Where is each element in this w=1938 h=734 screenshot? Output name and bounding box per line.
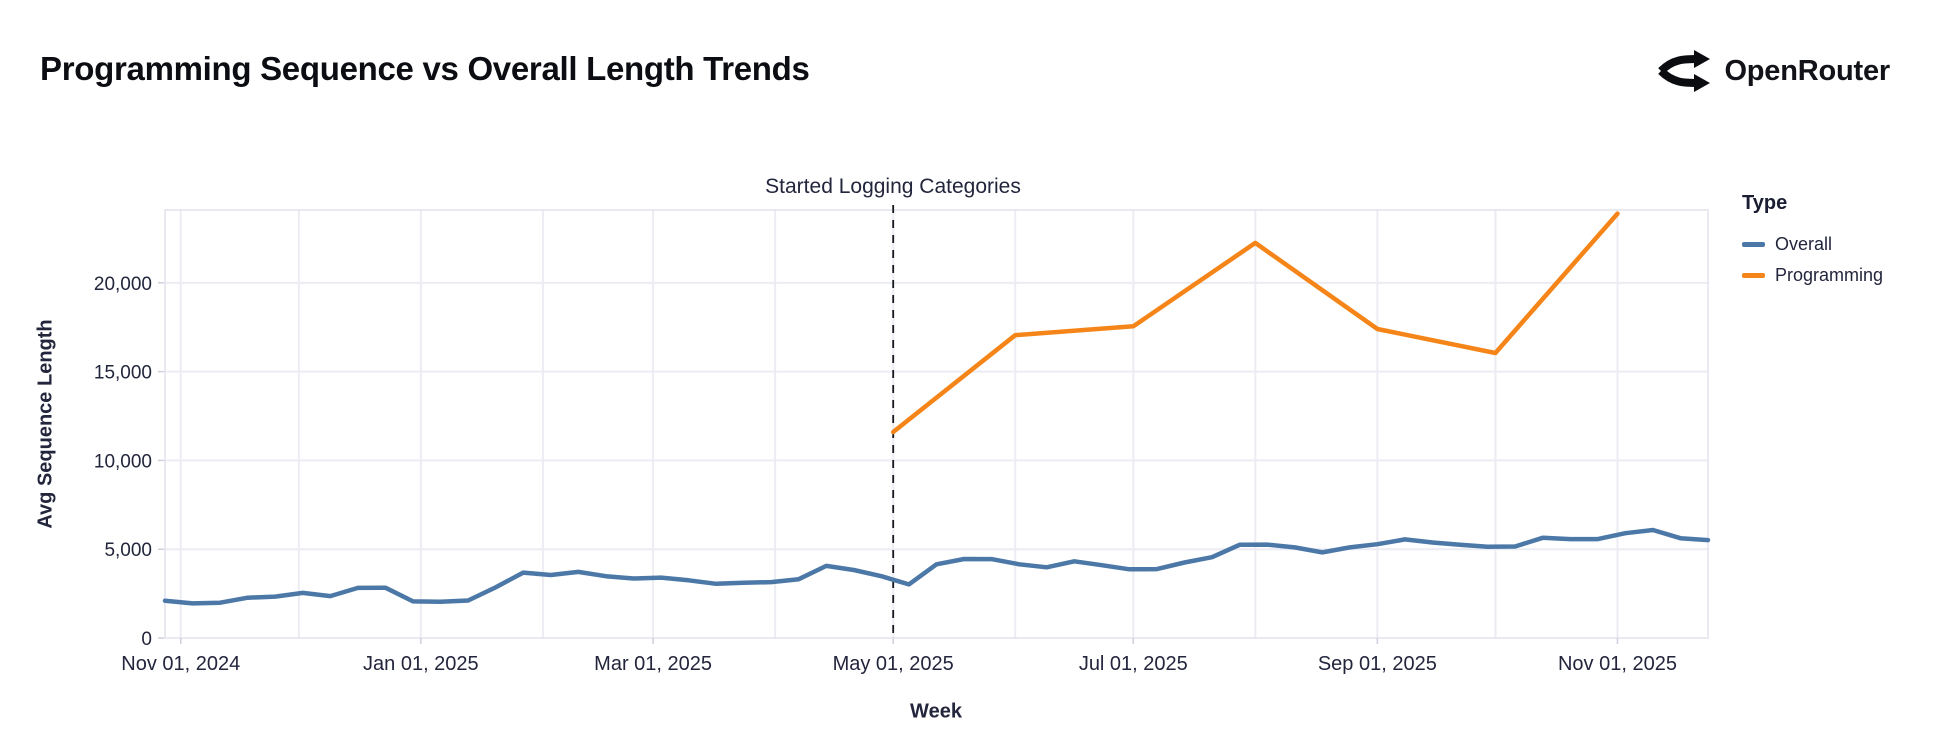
programming-series-line [890, 211, 1620, 435]
x-tick-label: Jan 01, 2025 [363, 653, 479, 675]
legend-item-programming[interactable]: Programming [1742, 264, 1883, 286]
annotation-label: Started Logging Categories [765, 175, 1021, 198]
legend-item-label: Overall [1775, 233, 1833, 254]
programming-series-swatch [1742, 272, 1765, 278]
x-tick-label: Sep 01, 2025 [1318, 653, 1437, 675]
x-tick-label: Jul 01, 2025 [1079, 653, 1188, 675]
x-axis-title: Week [910, 700, 962, 723]
y-tick-label: 20,000 [94, 274, 152, 295]
brand-name: OpenRouter [1724, 54, 1890, 87]
page-title: Programming Sequence vs Overall Length T… [40, 50, 810, 87]
brand: OpenRouter [1658, 48, 1890, 94]
openrouter-logo-icon [1658, 50, 1711, 92]
legend-title: Type [1742, 192, 1788, 214]
y-tick-label: 0 [141, 629, 152, 650]
y-tick-label: 5,000 [104, 540, 152, 561]
x-tick-label: Nov 01, 2025 [1558, 653, 1677, 675]
overall-series-swatch [1742, 241, 1765, 247]
legend-item-label: Programming [1775, 264, 1884, 285]
y-tick-label: 10,000 [94, 451, 152, 472]
x-tick-label: Mar 01, 2025 [594, 653, 712, 675]
x-tick-label: Nov 01, 2024 [121, 653, 240, 675]
plot-border [164, 209, 1709, 639]
legend-item-overall[interactable]: Overall [1742, 233, 1883, 255]
legend: Type Overall Programming [1742, 192, 1883, 295]
overall-series-line [162, 527, 1711, 606]
y-tick-label: 15,000 [94, 363, 152, 384]
y-axis-title: Avg Sequence Length [34, 319, 57, 529]
x-tick-label: May 01, 2025 [833, 653, 954, 675]
